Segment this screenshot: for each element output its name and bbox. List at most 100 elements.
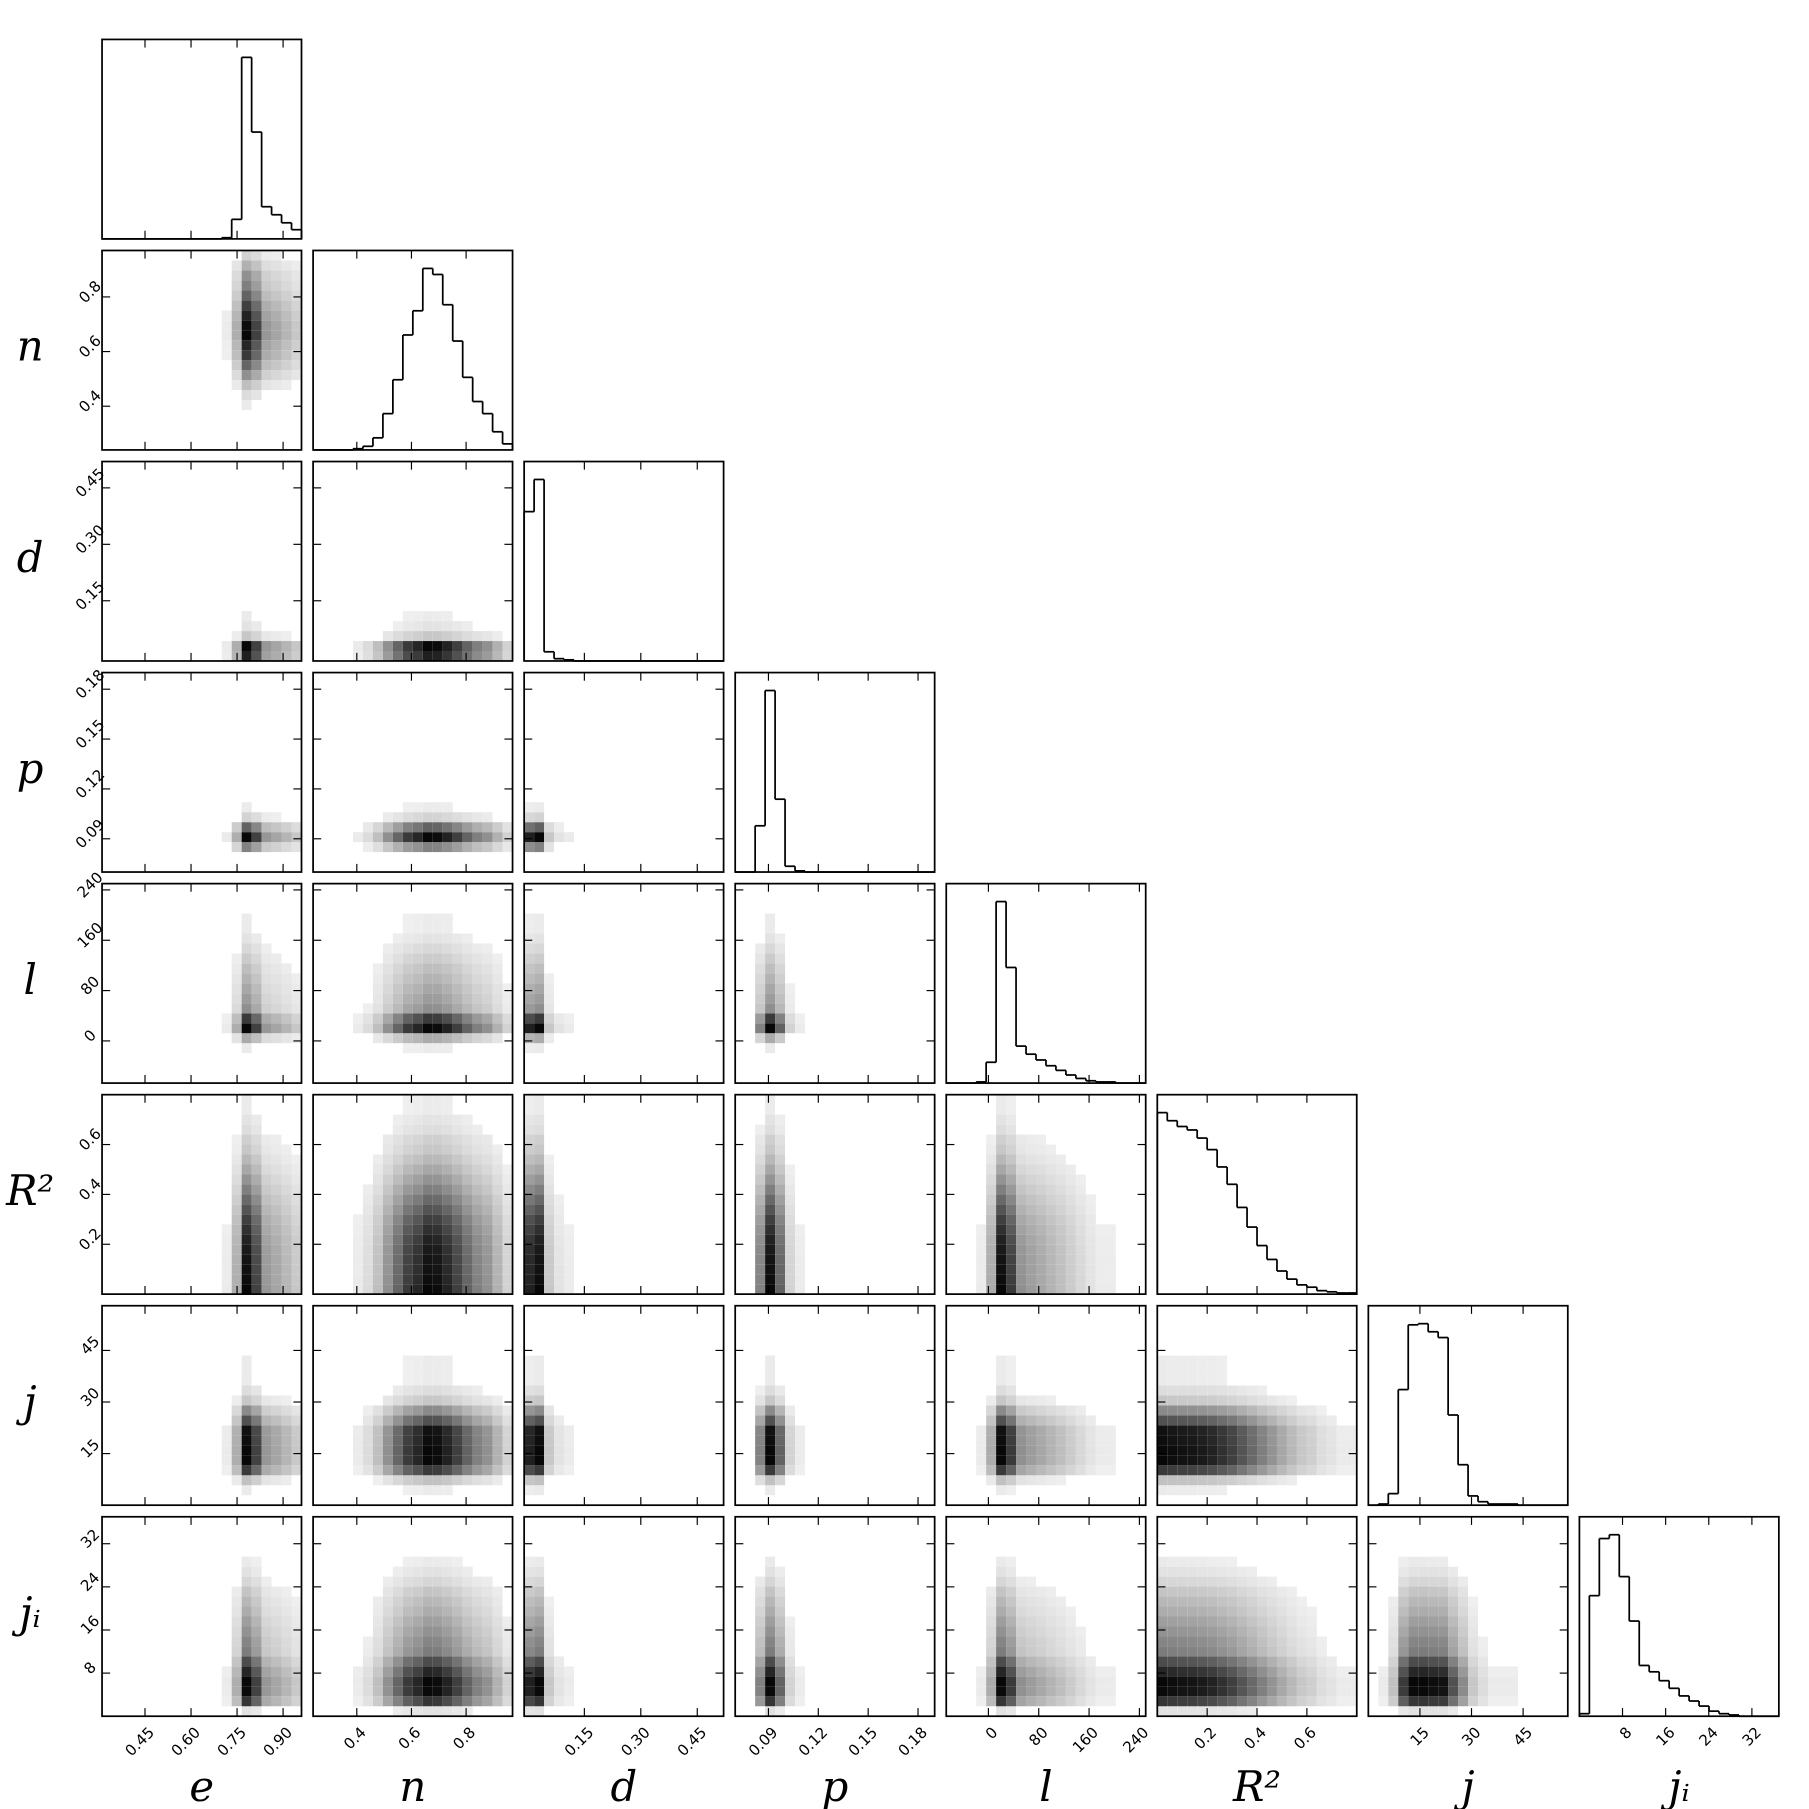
density-cell	[1065, 1445, 1076, 1456]
density-cell	[996, 1365, 1007, 1376]
density-cell	[1095, 1445, 1106, 1456]
density-cell	[755, 983, 766, 994]
density-cell	[1006, 1706, 1017, 1717]
density-cell	[402, 1124, 413, 1135]
density-cell	[1187, 1686, 1198, 1697]
density-cell	[442, 631, 453, 642]
density-cell	[1167, 1606, 1178, 1617]
y-tick-label: 32	[77, 1526, 103, 1552]
density-cell	[221, 1666, 232, 1677]
density-cell	[1326, 1656, 1337, 1667]
density-cell	[422, 983, 433, 994]
density-cell	[524, 1164, 535, 1175]
density-cell	[1497, 1696, 1508, 1707]
density-cell	[231, 270, 242, 281]
density-cell	[442, 1616, 453, 1627]
density-cell	[1227, 1445, 1238, 1456]
density-cell	[362, 1194, 373, 1205]
density-cell	[251, 1385, 262, 1396]
density-cell	[442, 1114, 453, 1125]
density-cell	[392, 1124, 403, 1135]
density-cell	[1085, 1465, 1096, 1476]
density-cell	[1055, 1264, 1066, 1275]
density-cell	[492, 1475, 503, 1486]
density-cell	[261, 1425, 272, 1436]
density-cell	[986, 1676, 997, 1687]
density-cell	[482, 1395, 493, 1406]
density-cell	[452, 1003, 463, 1014]
density-cell	[1167, 1435, 1178, 1446]
density-cell	[231, 1666, 242, 1677]
density-cell	[1336, 1455, 1347, 1466]
density-cell	[765, 1626, 776, 1637]
density-cell	[795, 1234, 806, 1245]
density-cell	[1266, 1395, 1277, 1406]
density-cell	[452, 1385, 463, 1396]
density-cell	[241, 973, 252, 984]
density-cell	[221, 340, 232, 351]
density-cell	[231, 330, 242, 341]
density-cell	[996, 1676, 1007, 1687]
density-cell	[1398, 1586, 1409, 1597]
density-cell	[472, 1415, 483, 1426]
density-cell	[402, 1405, 413, 1416]
density-cell	[251, 1284, 262, 1295]
density-cell	[422, 1154, 433, 1165]
density-cell	[1266, 1475, 1277, 1486]
density-cell	[1286, 1686, 1297, 1697]
density-cell	[261, 1445, 272, 1456]
density-cell	[261, 1435, 272, 1446]
density-cell	[1428, 1686, 1439, 1697]
density-cell	[231, 380, 242, 391]
density-cell	[1276, 1435, 1287, 1446]
density-cell	[362, 641, 373, 652]
density-cell	[564, 1425, 575, 1436]
density-cell	[524, 1485, 535, 1496]
density-cell	[524, 1375, 535, 1386]
density-cell	[291, 842, 302, 853]
density-cell	[462, 953, 473, 964]
density-cell	[785, 1626, 796, 1637]
density-cell	[1418, 1676, 1429, 1687]
density-cell	[1507, 1666, 1518, 1677]
density-cell	[1055, 1244, 1066, 1255]
density-cell	[231, 300, 242, 311]
density-cell	[372, 1676, 383, 1687]
density-cell	[372, 963, 383, 974]
density-cell	[281, 963, 292, 974]
density-cell	[241, 310, 252, 321]
density-cell	[1217, 1445, 1228, 1456]
density-cell	[442, 1375, 453, 1386]
density-cell	[502, 1646, 513, 1657]
density-cell	[1045, 1656, 1056, 1667]
density-cell	[251, 1204, 262, 1215]
density-cell	[996, 1184, 1007, 1195]
density-cell	[472, 1686, 483, 1697]
density-cell	[251, 1455, 262, 1466]
density-cell	[534, 1284, 545, 1295]
density-cell	[442, 1043, 453, 1054]
density-cell	[432, 1094, 443, 1105]
density-cell	[1207, 1636, 1218, 1647]
density-cell	[795, 1445, 806, 1456]
density-cell	[524, 1465, 535, 1476]
density-cell	[1026, 1144, 1037, 1155]
density-cell	[422, 953, 433, 964]
density-cell	[554, 1686, 565, 1697]
density-cell	[524, 1445, 535, 1456]
density-cell	[392, 973, 403, 984]
density-cell	[231, 1234, 242, 1245]
density-cell	[1105, 1686, 1116, 1697]
density-cell	[462, 1646, 473, 1657]
density-cell	[251, 631, 262, 642]
density-cell	[382, 1445, 393, 1456]
density-cell	[755, 1666, 766, 1677]
density-cell	[1257, 1586, 1267, 1597]
density-cell	[422, 1174, 433, 1185]
density-cell	[1398, 1606, 1409, 1617]
density-cell	[392, 1576, 403, 1587]
density-cell	[765, 1274, 776, 1285]
density-cell	[1105, 1274, 1116, 1285]
density-cell	[1075, 1626, 1086, 1637]
density-cell	[775, 1224, 786, 1235]
